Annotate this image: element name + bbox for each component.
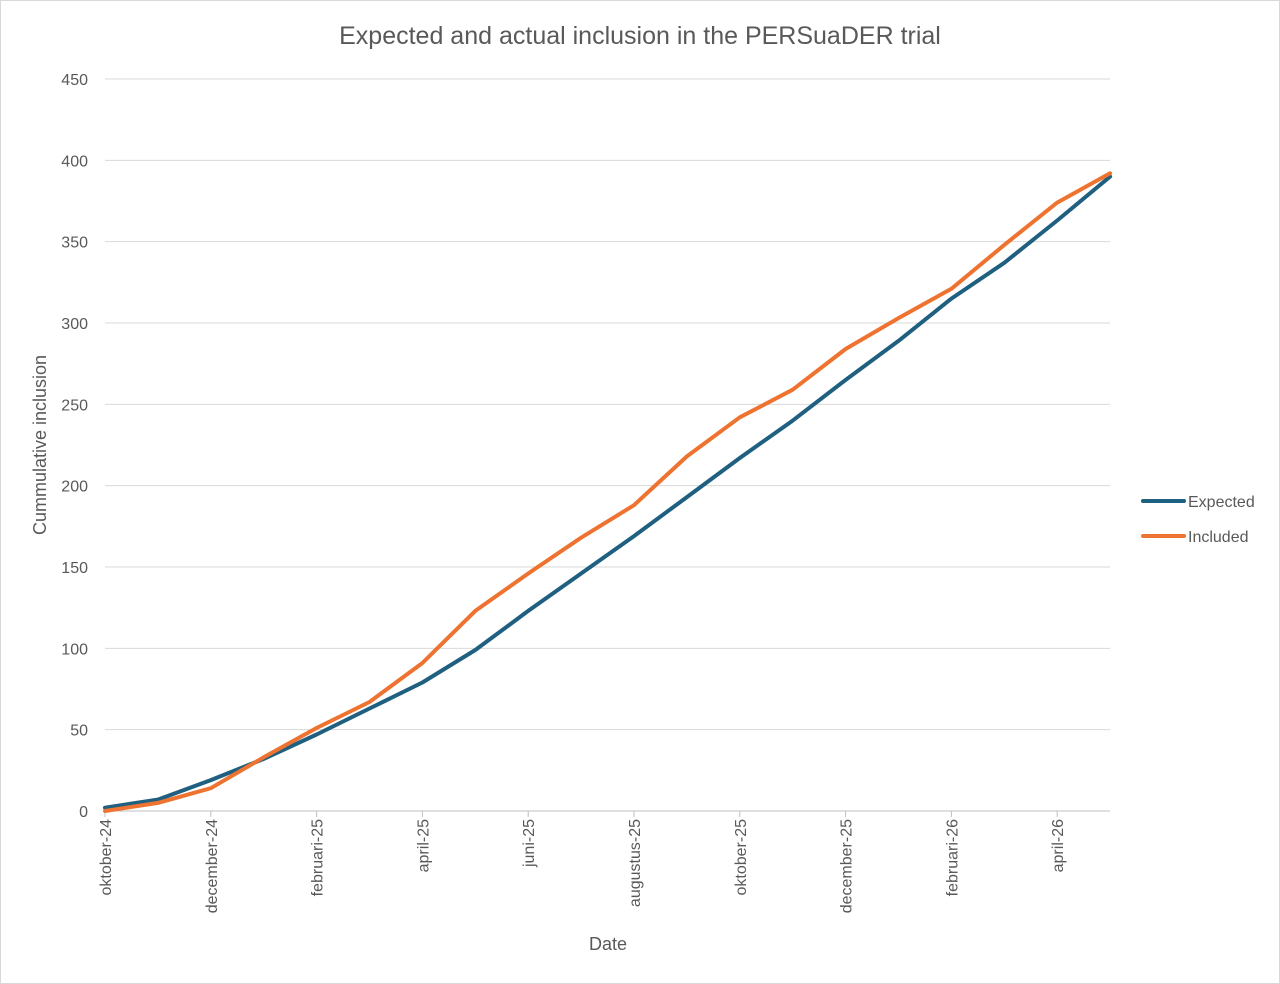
legend: Expected Included [1141,494,1255,546]
legend-label-expected: Expected [1188,494,1255,511]
x-axis-ticks: oktober-24 december-24 februari-25 april-25… [98,811,1067,913]
x-tick-label: februari-26 [944,819,961,896]
y-tick-label: 450 [61,72,88,89]
y-tick-label: 350 [61,235,88,252]
y-tick-label: 400 [61,153,88,170]
x-tick-label: oktober-24 [98,819,115,896]
series-line-included [103,171,1113,813]
y-tick-label: 200 [61,479,88,496]
series-line-expected [103,174,1113,810]
x-tick-label: december-25 [839,819,856,913]
x-tick-label: april-26 [1050,819,1067,872]
x-tick-label: juni-25 [521,819,538,868]
y-tick-label: 50 [70,723,88,740]
x-tick-label: december-24 [204,819,221,913]
x-axis-label: Date [589,934,627,954]
series-lines [103,171,1113,813]
x-tick-label: augustus-25 [627,819,644,907]
legend-label-included: Included [1188,529,1249,546]
y-tick-label: 150 [61,560,88,577]
y-tick-label: 0 [79,804,88,821]
y-axis-label: Cummulative inclusion [30,355,50,535]
x-tick-label: oktober-25 [733,819,750,896]
gridlines [105,78,1110,812]
y-axis-ticks: 0 50 100 150 200 250 300 350 400 450 [61,72,88,821]
x-tick-label: april-25 [415,819,432,872]
y-tick-label: 100 [61,641,88,658]
x-tick-label: februari-25 [310,819,327,896]
chart-title: Expected and actual inclusion in the PER… [339,22,941,50]
y-tick-label: 300 [61,316,88,333]
y-tick-label: 250 [61,397,88,414]
